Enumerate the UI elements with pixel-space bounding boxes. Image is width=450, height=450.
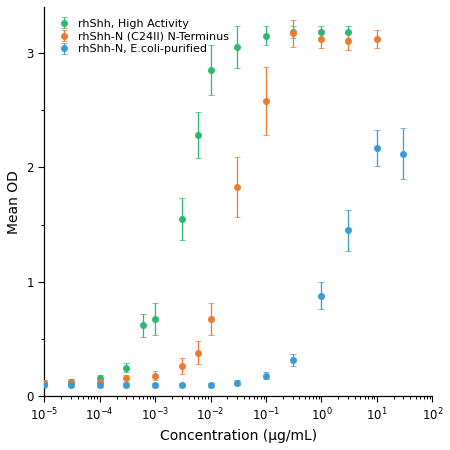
Legend: rhShh, High Activity, rhShh-N (C24II) N-Terminus, rhShh-N, E.coli-purified: rhShh, High Activity, rhShh-N (C24II) N-… xyxy=(54,16,231,56)
X-axis label: Concentration (μg/mL): Concentration (μg/mL) xyxy=(160,429,317,443)
Y-axis label: Mean OD: Mean OD xyxy=(7,170,21,234)
